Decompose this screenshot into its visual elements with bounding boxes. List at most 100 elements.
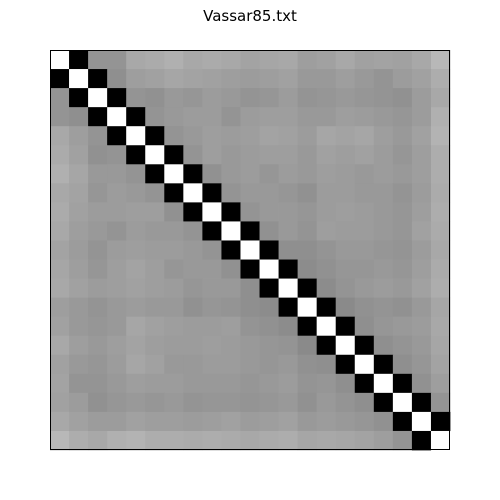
heatmap-cell-r9-c0 [50, 221, 70, 241]
heatmap-cell-r4-c4 [126, 126, 146, 146]
heatmap-cell-r7-c13 [297, 183, 318, 203]
heatmap-cell-r16-c14 [316, 354, 337, 375]
heatmap-cell-r12-c9 [221, 278, 241, 299]
heatmap-cell-r4-c7 [183, 126, 203, 146]
heatmap-cell-r15-c17 [373, 335, 394, 356]
heatmap-cell-r15-c14 [316, 335, 337, 356]
heatmap-cell-r2-c20 [430, 88, 451, 108]
heatmap-cell-r11-c17 [373, 259, 394, 279]
heatmap-cell-r20-c15 [335, 430, 356, 451]
heatmap-cell-r2-c4 [126, 88, 146, 108]
heatmap-cell-r10-c6 [164, 240, 184, 260]
heatmap-cell-r14-c14 [316, 316, 337, 337]
heatmap-cell-r14-c1 [69, 316, 89, 337]
heatmap-cell-r10-c18 [392, 240, 413, 260]
heatmap-cell-r11-c13 [297, 259, 318, 279]
heatmap-cell-r7-c3 [107, 183, 127, 203]
heatmap-cell-r1-c9 [221, 69, 241, 89]
heatmap-cell-r3-c11 [259, 107, 279, 127]
heatmap-cell-r3-c7 [183, 107, 203, 127]
heatmap-cell-r20-c9 [221, 430, 241, 451]
heatmap-cell-r16-c10 [240, 354, 260, 375]
heatmap-cell-r6-c19 [411, 164, 432, 184]
heatmap-cell-r5-c13 [297, 145, 318, 165]
heatmap-cell-r17-c9 [221, 373, 241, 394]
heatmap-cell-r4-c13 [297, 126, 318, 146]
heatmap-cell-r3-c2 [88, 107, 108, 127]
heatmap-cell-r13-c2 [88, 297, 108, 318]
heatmap-cell-r16-c7 [183, 354, 203, 375]
heatmap-cell-r8-c1 [69, 202, 89, 222]
heatmap-cell-r17-c18 [392, 373, 413, 394]
heatmap-cell-r12-c18 [392, 278, 413, 299]
heatmap-cell-r11-c9 [221, 259, 241, 279]
heatmap-cell-r18-c2 [88, 392, 108, 413]
heatmap-cell-r14-c18 [392, 316, 413, 337]
heatmap-cell-r12-c17 [373, 278, 394, 299]
heatmap-cell-r9-c14 [316, 221, 337, 241]
heatmap-cell-r1-c17 [373, 69, 394, 89]
heatmap-cell-r0-c19 [411, 50, 432, 70]
heatmap-cell-r8-c0 [50, 202, 70, 222]
heatmap-cell-r17-c7 [183, 373, 203, 394]
heatmap-cell-r15-c19 [411, 335, 432, 356]
heatmap-cell-r1-c1 [69, 69, 89, 89]
heatmap-cell-r6-c6 [164, 164, 184, 184]
heatmap-cell-r12-c19 [411, 278, 432, 299]
heatmap-cell-r8-c12 [278, 202, 299, 222]
heatmap-cell-r1-c8 [202, 69, 222, 89]
heatmap-cell-r7-c9 [221, 183, 241, 203]
heatmap-cell-r1-c7 [183, 69, 203, 89]
heatmap-cell-r5-c10 [240, 145, 260, 165]
heatmap-cell-r9-c3 [107, 221, 127, 241]
heatmap-cell-r15-c1 [69, 335, 89, 356]
heatmap-cell-r18-c8 [202, 392, 222, 413]
heatmap-cell-r14-c11 [259, 316, 279, 337]
heatmap-cell-r5-c4 [126, 145, 146, 165]
heatmap-cell-r13-c1 [69, 297, 89, 318]
heatmap-cell-r11-c12 [278, 259, 299, 279]
heatmap-cell-r0-c6 [164, 50, 184, 70]
heatmap-cell-r16-c13 [297, 354, 318, 375]
heatmap-cell-r19-c1 [69, 411, 89, 432]
heatmap-cell-r16-c18 [392, 354, 413, 375]
heatmap-cell-r15-c16 [354, 335, 375, 356]
heatmap-cell-r2-c8 [202, 88, 222, 108]
heatmap-cell-r0-c20 [430, 50, 451, 70]
heatmap-cell-r2-c9 [221, 88, 241, 108]
heatmap-cell-r2-c5 [145, 88, 165, 108]
heatmap-cell-r1-c13 [297, 69, 318, 89]
heatmap-cell-r8-c20 [430, 202, 451, 222]
heatmap-cell-r10-c9 [221, 240, 241, 260]
heatmap-cell-r2-c12 [278, 88, 299, 108]
heatmap-cell-r20-c0 [50, 430, 70, 451]
heatmap-cell-r11-c16 [354, 259, 375, 279]
heatmap-cell-r5-c8 [202, 145, 222, 165]
heatmap-cell-r18-c15 [335, 392, 356, 413]
heatmap-cell-r19-c0 [50, 411, 70, 432]
heatmap-cell-r12-c11 [259, 278, 279, 299]
heatmap-cell-r17-c20 [430, 373, 451, 394]
heatmap-cell-r2-c10 [240, 88, 260, 108]
heatmap-cell-r15-c8 [202, 335, 222, 356]
heatmap-cell-r5-c18 [392, 145, 413, 165]
heatmap-cell-r8-c7 [183, 202, 203, 222]
heatmap-cell-r3-c13 [297, 107, 318, 127]
heatmap-cell-r13-c9 [221, 297, 241, 318]
heatmap-cell-r7-c4 [126, 183, 146, 203]
heatmap-cell-r15-c10 [240, 335, 260, 356]
heatmap-cell-r18-c5 [145, 392, 165, 413]
heatmap-cell-r7-c0 [50, 183, 70, 203]
heatmap-cell-r6-c9 [221, 164, 241, 184]
heatmap-cell-r0-c5 [145, 50, 165, 70]
heatmap-cell-r2-c16 [354, 88, 375, 108]
heatmap-cell-r14-c2 [88, 316, 108, 337]
heatmap-cell-r5-c16 [354, 145, 375, 165]
heatmap-cell-r17-c13 [297, 373, 318, 394]
heatmap-cell-r8-c2 [88, 202, 108, 222]
heatmap-cell-r8-c10 [240, 202, 260, 222]
heatmap-cell-r11-c3 [107, 259, 127, 279]
heatmap-cell-r16-c15 [335, 354, 356, 375]
heatmap-cell-r8-c6 [164, 202, 184, 222]
heatmap-cell-r5-c1 [69, 145, 89, 165]
